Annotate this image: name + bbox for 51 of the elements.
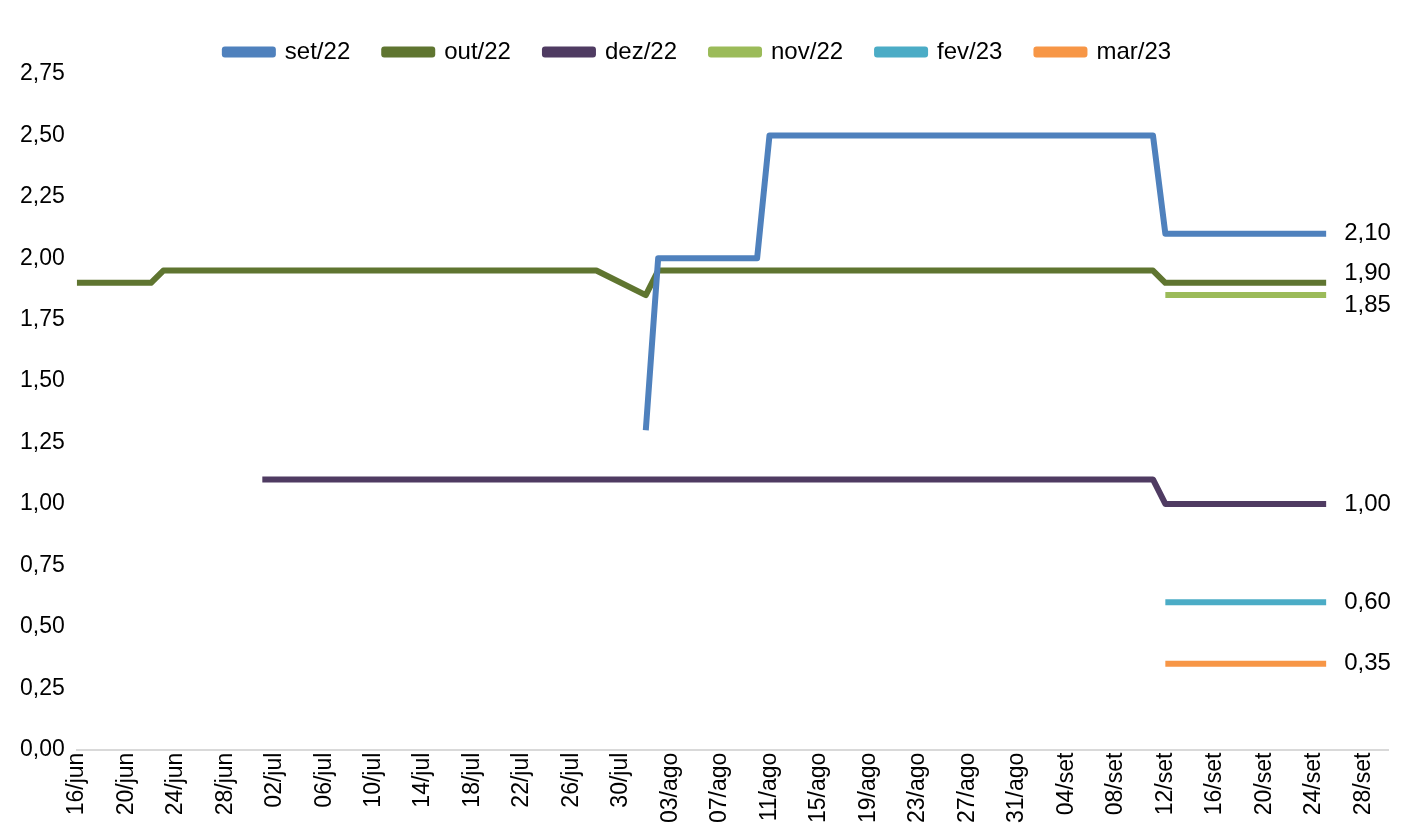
data-label: 1,90 [1344,257,1391,285]
x-tick-label: 24/set [1299,752,1326,816]
legend-label: fev/23 [937,36,1003,64]
y-tick-label: 2,50 [20,120,65,147]
y-tick-label: 1,25 [20,427,65,454]
x-tick-label: 20/jun [111,752,138,816]
legend-label: set/22 [284,36,351,64]
x-tick-label: 11/ago [754,752,781,822]
x-tick-label: 16/set [1200,752,1227,816]
x-tick-label: 23/ago [903,752,930,824]
x-tick-label: 28/jun [210,752,237,816]
y-tick-label: 0,75 [20,550,65,577]
x-tick-label: 19/ago [853,752,880,824]
x-tick-label: 15/ago [804,752,831,824]
x-tick-label: 24/jun [161,752,188,816]
x-tick-label: 16/jun [62,752,89,816]
x-tick-label: 30/jul [606,752,633,808]
x-tick-label: 26/jul [556,752,583,808]
x-tick-label: 14/jul [408,752,435,808]
x-tick-label: 02/jul [260,752,287,808]
x-tick-label: 06/jul [309,752,336,808]
data-label: 0,35 [1344,648,1391,676]
y-tick-label: 0,25 [20,673,65,700]
x-tick-label: 04/set [1051,752,1078,816]
x-tick-label: 18/jul [457,752,484,808]
legend-label: out/22 [444,36,511,64]
y-tick-label: 1,50 [20,366,65,393]
y-tick-label: 0,50 [20,612,65,639]
legend-label: nov/22 [771,36,844,64]
x-tick-label: 03/ago [655,752,682,824]
x-tick-label: 08/set [1101,752,1128,816]
y-tick-label: 1,75 [20,305,65,332]
x-tick-label: 22/jul [507,752,534,808]
x-tick-label: 07/ago [705,752,732,824]
x-tick-label: 20/set [1249,752,1276,816]
y-tick-label: 2,25 [20,182,65,209]
x-tick-label: 28/set [1348,752,1375,816]
legend-label: dez/22 [604,36,678,64]
y-tick-label: 2,00 [20,243,65,270]
x-tick-label: 10/jul [358,752,385,808]
legend-label: mar/23 [1096,36,1172,64]
data-label: 1,00 [1344,488,1391,516]
x-tick-label: 12/set [1150,752,1177,816]
y-tick-label: 0,00 [20,735,65,761]
data-label: 1,85 [1344,289,1391,317]
x-tick-label: 31/ago [1002,752,1029,824]
y-tick-label: 1,00 [20,489,65,516]
x-tick-label: 27/ago [952,752,979,824]
data-label: 0,60 [1344,586,1391,614]
y-tick-label: 2,75 [20,59,65,86]
data-label: 2,10 [1344,218,1391,246]
